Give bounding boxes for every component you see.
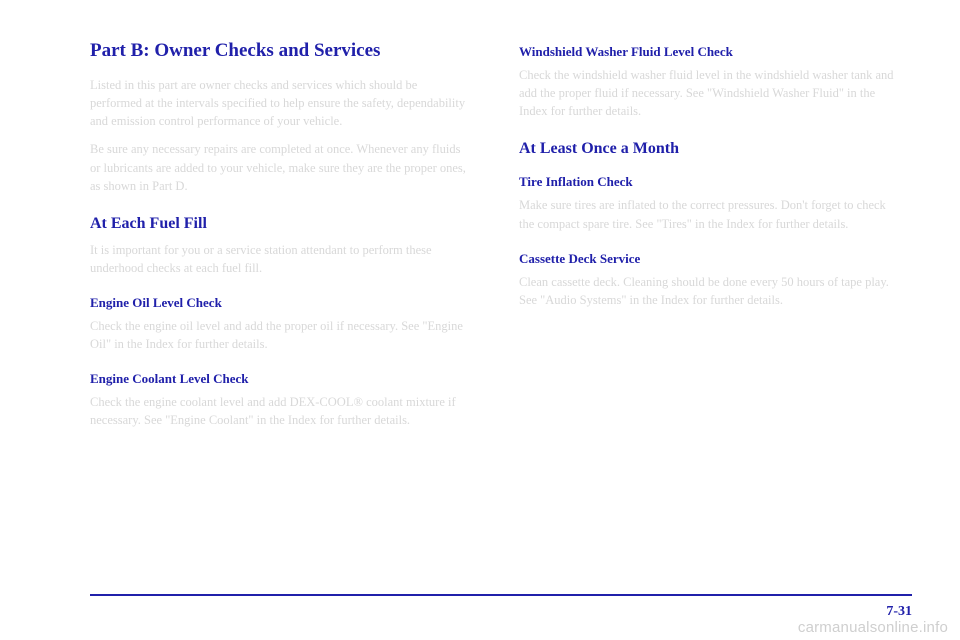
fuel-fill-note: It is important for you or a service sta… bbox=[90, 241, 471, 277]
engine-oil-heading: Engine Oil Level Check bbox=[90, 295, 471, 311]
page-number: 7-31 bbox=[886, 604, 912, 620]
engine-coolant-body: Check the engine coolant level and add D… bbox=[90, 393, 471, 429]
engine-oil-body: Check the engine oil level and add the p… bbox=[90, 317, 471, 353]
section-once-month: At Least Once a Month bbox=[519, 140, 900, 158]
intro-paragraph-1: Listed in this part are owner checks and… bbox=[90, 76, 471, 130]
section-fuel-fill: At Each Fuel Fill bbox=[90, 215, 471, 233]
washer-fluid-body: Check the windshield washer fluid level … bbox=[519, 66, 900, 120]
cassette-deck-body: Clean cassette deck. Cleaning should be … bbox=[519, 273, 900, 309]
manual-page: Part B: Owner Checks and Services Listed… bbox=[0, 0, 960, 440]
washer-fluid-heading: Windshield Washer Fluid Level Check bbox=[519, 44, 900, 60]
right-column: Windshield Washer Fluid Level Check Chec… bbox=[519, 40, 900, 440]
tire-inflation-body: Make sure tires are inflated to the corr… bbox=[519, 196, 900, 232]
intro-paragraph-2: Be sure any necessary repairs are comple… bbox=[90, 140, 471, 194]
footer-rule bbox=[90, 594, 912, 596]
watermark: carmanualsonline.info bbox=[798, 619, 948, 636]
engine-coolant-heading: Engine Coolant Level Check bbox=[90, 371, 471, 387]
main-title: Part B: Owner Checks and Services bbox=[90, 40, 471, 62]
tire-inflation-heading: Tire Inflation Check bbox=[519, 174, 900, 190]
left-column: Part B: Owner Checks and Services Listed… bbox=[90, 40, 471, 440]
cassette-deck-heading: Cassette Deck Service bbox=[519, 251, 900, 267]
